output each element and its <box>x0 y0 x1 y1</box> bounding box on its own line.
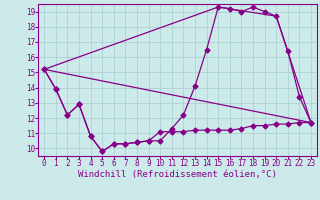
X-axis label: Windchill (Refroidissement éolien,°C): Windchill (Refroidissement éolien,°C) <box>78 170 277 179</box>
